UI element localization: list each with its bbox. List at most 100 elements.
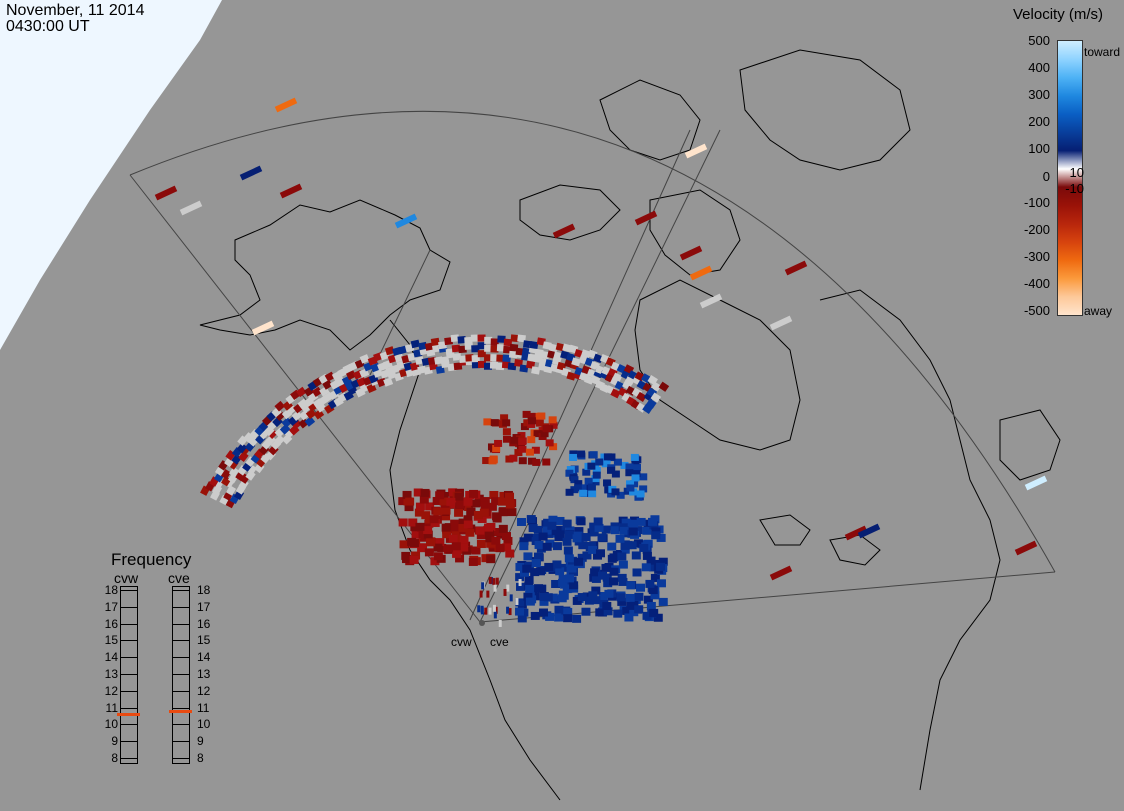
colorbar-tick-label: 400 bbox=[1028, 60, 1050, 75]
scatter-cell bbox=[650, 591, 660, 600]
scatter-cell bbox=[574, 557, 584, 566]
frequency-tick-label: 16 bbox=[104, 616, 118, 631]
frequency-tick-label: 17 bbox=[197, 599, 211, 614]
scatter-cell bbox=[493, 611, 497, 619]
scatter-cell bbox=[501, 532, 511, 541]
scatter-cell bbox=[464, 342, 473, 350]
scatter-cell bbox=[517, 334, 526, 343]
scatter-cell bbox=[473, 511, 483, 520]
scatter-cell bbox=[625, 593, 635, 602]
scatter-cell bbox=[639, 485, 648, 493]
scatter-cell bbox=[414, 508, 424, 517]
scatter-cell bbox=[576, 517, 586, 526]
scatter-cell bbox=[424, 548, 434, 557]
scatter-cell bbox=[588, 545, 598, 554]
scatter-cell bbox=[603, 479, 612, 487]
scatter-cell bbox=[515, 562, 525, 571]
scatter-cell bbox=[557, 594, 567, 603]
scatter-cell bbox=[228, 466, 240, 478]
scatter-cell bbox=[448, 534, 458, 543]
frequency-gridline bbox=[120, 623, 137, 625]
scatter-cell bbox=[526, 515, 536, 524]
scatter-cell bbox=[220, 468, 232, 480]
scatter-cell bbox=[653, 613, 663, 622]
scatter-cell bbox=[551, 527, 561, 536]
scatter-cell bbox=[572, 596, 582, 605]
scatter-cell bbox=[519, 542, 529, 551]
scatter-cell bbox=[248, 436, 259, 447]
scatter-cell bbox=[633, 539, 643, 548]
scatter-cell bbox=[274, 400, 286, 412]
scatter-cell bbox=[420, 488, 430, 497]
frequency-tick-label: 8 bbox=[111, 751, 118, 765]
scatter-cell bbox=[398, 497, 408, 506]
scatter-cell bbox=[484, 336, 493, 344]
scatter-cell bbox=[590, 568, 600, 577]
scatter-cell bbox=[515, 598, 519, 606]
scatter-cell bbox=[519, 568, 529, 577]
scatter-cell bbox=[857, 523, 881, 539]
scatter-cell bbox=[518, 579, 522, 587]
scatter-cell bbox=[609, 567, 619, 576]
scatter-cell bbox=[531, 366, 541, 375]
scatter-cell bbox=[305, 408, 317, 420]
scatter-cell bbox=[470, 334, 480, 342]
scatter-cell bbox=[502, 435, 511, 443]
scatter-cell bbox=[490, 338, 499, 346]
scatter-cell bbox=[679, 245, 703, 261]
scatter-cell bbox=[615, 534, 625, 543]
scatter-cell bbox=[506, 584, 510, 592]
scatter-cell bbox=[477, 342, 486, 350]
scatter-cell bbox=[486, 539, 496, 548]
scatter-cell bbox=[636, 490, 645, 498]
scatter-cell bbox=[628, 527, 638, 536]
scatter-cell bbox=[489, 455, 498, 463]
scatter-cell bbox=[607, 466, 616, 474]
scatter-cell bbox=[500, 414, 509, 422]
scatter-cell bbox=[642, 611, 652, 620]
scatter-cell bbox=[538, 532, 548, 541]
scatter-cell bbox=[433, 552, 443, 561]
scatter-cell bbox=[441, 512, 451, 521]
scatter-cell bbox=[569, 581, 579, 590]
scatter-cell bbox=[503, 338, 513, 347]
scatter-cell bbox=[518, 457, 527, 465]
scatter-cell bbox=[505, 455, 514, 463]
scatter-cell bbox=[236, 442, 248, 454]
scatter-cell bbox=[366, 383, 377, 394]
scatter-cell bbox=[621, 518, 631, 527]
scatter-cell bbox=[484, 607, 488, 615]
scatter-cell bbox=[563, 607, 573, 616]
scatter-cell bbox=[549, 443, 558, 451]
scatter-cell bbox=[531, 446, 540, 454]
scatter-cell bbox=[454, 508, 464, 517]
scatter-cell bbox=[502, 419, 511, 427]
scatter-cell bbox=[507, 508, 517, 517]
scatter-cell bbox=[523, 592, 533, 601]
scatter-cell bbox=[568, 453, 577, 461]
frequency-tick-label: 12 bbox=[197, 683, 211, 698]
scatter-cell bbox=[508, 608, 512, 616]
scatter-cell bbox=[313, 409, 325, 420]
scatter-cell bbox=[417, 365, 427, 375]
scatter-cell bbox=[490, 345, 499, 353]
scatter-cell bbox=[465, 528, 475, 537]
scatter-cell bbox=[510, 436, 519, 444]
scatter-cell bbox=[610, 388, 621, 399]
scatter-cell bbox=[471, 345, 480, 353]
scatter-cell bbox=[624, 613, 634, 622]
frequency-gridline bbox=[120, 674, 137, 675]
scatter-cell bbox=[566, 371, 577, 381]
colorbar-tick-label: 10 bbox=[1069, 165, 1084, 180]
frequency-tick-label: 10 bbox=[197, 717, 211, 732]
scatter-cell bbox=[649, 608, 659, 617]
scatter-cell bbox=[574, 480, 583, 488]
scatter-cell bbox=[439, 497, 449, 506]
scatter-cell bbox=[491, 536, 501, 545]
scatter-cell bbox=[299, 409, 310, 421]
frequency-gridline bbox=[172, 724, 189, 726]
scatter-cell bbox=[471, 546, 481, 555]
scatter-cell bbox=[649, 563, 659, 572]
scatter-cell bbox=[613, 458, 622, 466]
colorbar-tick-label: -400 bbox=[1023, 276, 1050, 291]
